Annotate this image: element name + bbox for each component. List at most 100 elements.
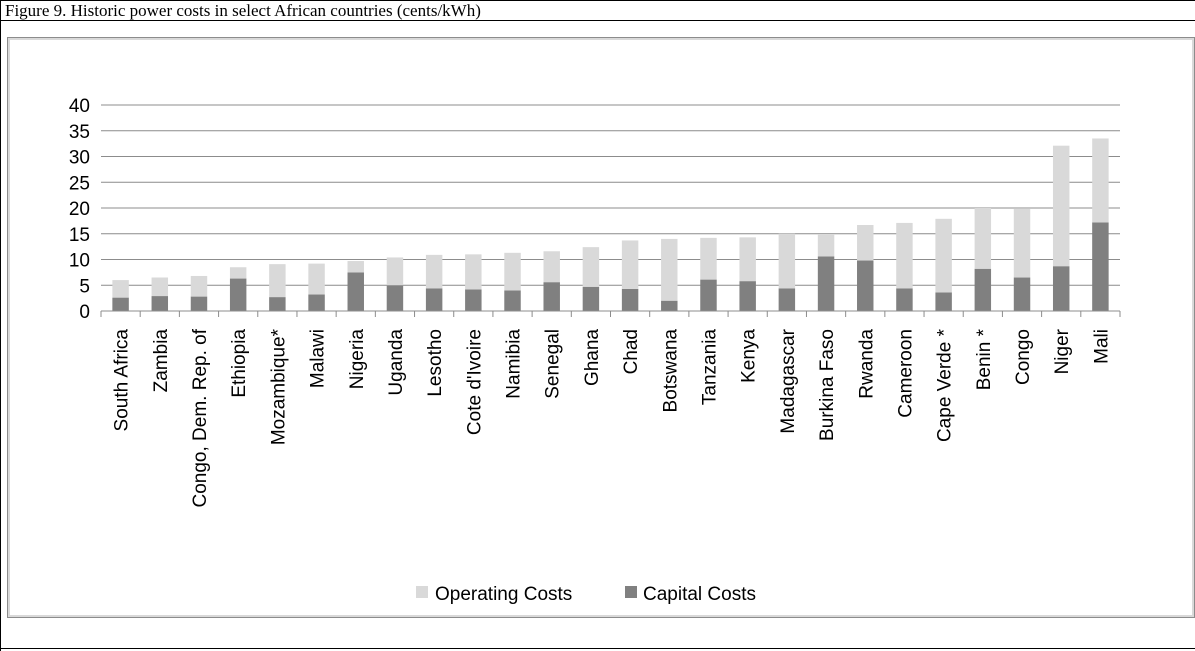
bar-capital-costs [817,256,835,311]
bar-capital-costs [229,278,247,311]
bar-capital-costs [739,281,756,311]
bar-capital-costs [151,296,169,311]
bar-operating-costs [386,257,404,286]
bar-operating-costs [621,240,639,289]
x-tick-label: Burkina Faso [817,329,838,441]
bar-capital-costs [504,290,521,311]
y-axis-tick-labels: 0 5 10 15 20 25 30 35 40 [69,96,90,323]
bar-capital-costs [661,300,678,311]
bar-operating-costs [347,261,364,273]
bar-operating-costs [778,233,796,289]
x-tick-label: Ghana [582,329,603,386]
bar-capital-costs [425,288,443,311]
bar-operating-costs [465,254,482,290]
x-tick-label: Niger [1052,328,1073,374]
y-tick-label: 35 [69,122,90,143]
bottom-border [0,648,1195,649]
bar-capital-costs [112,297,129,311]
bars [112,138,1109,311]
bar-capital-costs [1092,222,1109,311]
x-tick-label: Congo, Dem. Rep. of [190,328,211,507]
y-tick-label: 30 [69,148,90,169]
legend-swatch-capital [625,586,637,598]
x-tick-label: Benin * [974,328,995,390]
bar-operating-costs [1013,209,1031,278]
x-tick-label: Tanzania [699,329,720,405]
bar-operating-costs [112,280,129,298]
x-tick-label: Rwanda [856,329,877,399]
bar-capital-costs [1013,277,1031,311]
x-tick-label: Lesotho [425,329,446,397]
x-tick-label: Mali [1091,329,1112,364]
y-tick-label: 40 [69,96,90,117]
bar-capital-costs [896,288,913,311]
bar-capital-costs [543,282,560,311]
legend-label-operating: Operating Costs [435,584,572,605]
chart-area [7,37,1195,618]
bar-capital-costs [386,285,404,311]
bar-capital-costs [190,296,208,311]
bar-operating-costs [935,218,952,293]
x-axis-tick-labels: South Africa Zambia Congo, Dem. Rep. of Eth… [112,328,1113,507]
bar-capital-costs [1052,266,1070,311]
bar-capital-costs [269,297,286,311]
x-tick-label: Senegal [543,329,564,399]
bar-operating-costs [229,267,247,279]
bar-capital-costs [974,268,992,311]
x-tick-label: Namibia [504,329,525,399]
x-tick-label: Cameroon [895,329,916,418]
gridlines [101,104,1120,286]
x-tick-label: Uganda [386,329,407,396]
x-tick-label: Madagascar [778,328,799,433]
y-tick-label: 5 [79,276,90,297]
bar-operating-costs [1052,145,1070,267]
legend-label-capital: Capital Costs [643,584,756,605]
bar-capital-costs [935,292,952,311]
x-tick-label: Botswana [660,329,681,413]
bar-capital-costs [621,288,639,311]
x-tick-label: Cape Verde * [935,328,956,442]
y-tick-label: 20 [69,199,90,220]
bar-capital-costs [308,294,325,311]
bar-operating-costs [543,251,560,283]
bar-operating-costs [151,277,169,297]
caption-divider [0,20,1195,21]
bar-capital-costs [857,260,874,311]
bar-operating-costs [974,208,992,269]
bar-operating-costs [817,234,835,257]
x-tick-label: Cote d'Ivoire [464,329,485,435]
y-tick-label: 25 [69,173,90,194]
legend: Operating Costs Capital Costs [416,584,756,605]
x-tick-label: Zambia [151,329,172,393]
legend-swatch-operating [416,586,428,598]
bar-capital-costs [700,279,717,311]
bar-capital-costs [582,286,600,311]
bar-operating-costs [1092,138,1109,223]
bar-operating-costs [308,263,325,295]
x-tick-label: South Africa [112,329,133,432]
bar-operating-costs [896,222,913,289]
bar-operating-costs [739,237,756,282]
y-tick-label: 10 [69,251,90,272]
bar-operating-costs [857,224,874,261]
x-tick-label: Congo [1013,329,1034,385]
y-tick-label: 0 [79,302,90,323]
bar-operating-costs [582,247,600,287]
x-axis [100,310,1121,317]
bar-operating-costs [700,237,717,280]
bar-operating-costs [425,254,443,289]
x-tick-label: Malawi [308,329,329,388]
figure-caption: Figure 9. Historic power costs in select… [5,1,481,20]
bar-operating-costs [661,238,678,301]
bar-operating-costs [190,275,208,297]
bar-operating-costs [504,252,521,291]
x-tick-label: Kenya [739,329,760,383]
bar-capital-costs [465,289,482,311]
bar-capital-costs [347,272,364,311]
x-tick-label: Chad [621,329,642,374]
x-tick-label: Mozambique* [268,328,289,445]
x-tick-label: Ethiopia [229,329,250,398]
x-tick-label: Nigeria [347,329,368,390]
